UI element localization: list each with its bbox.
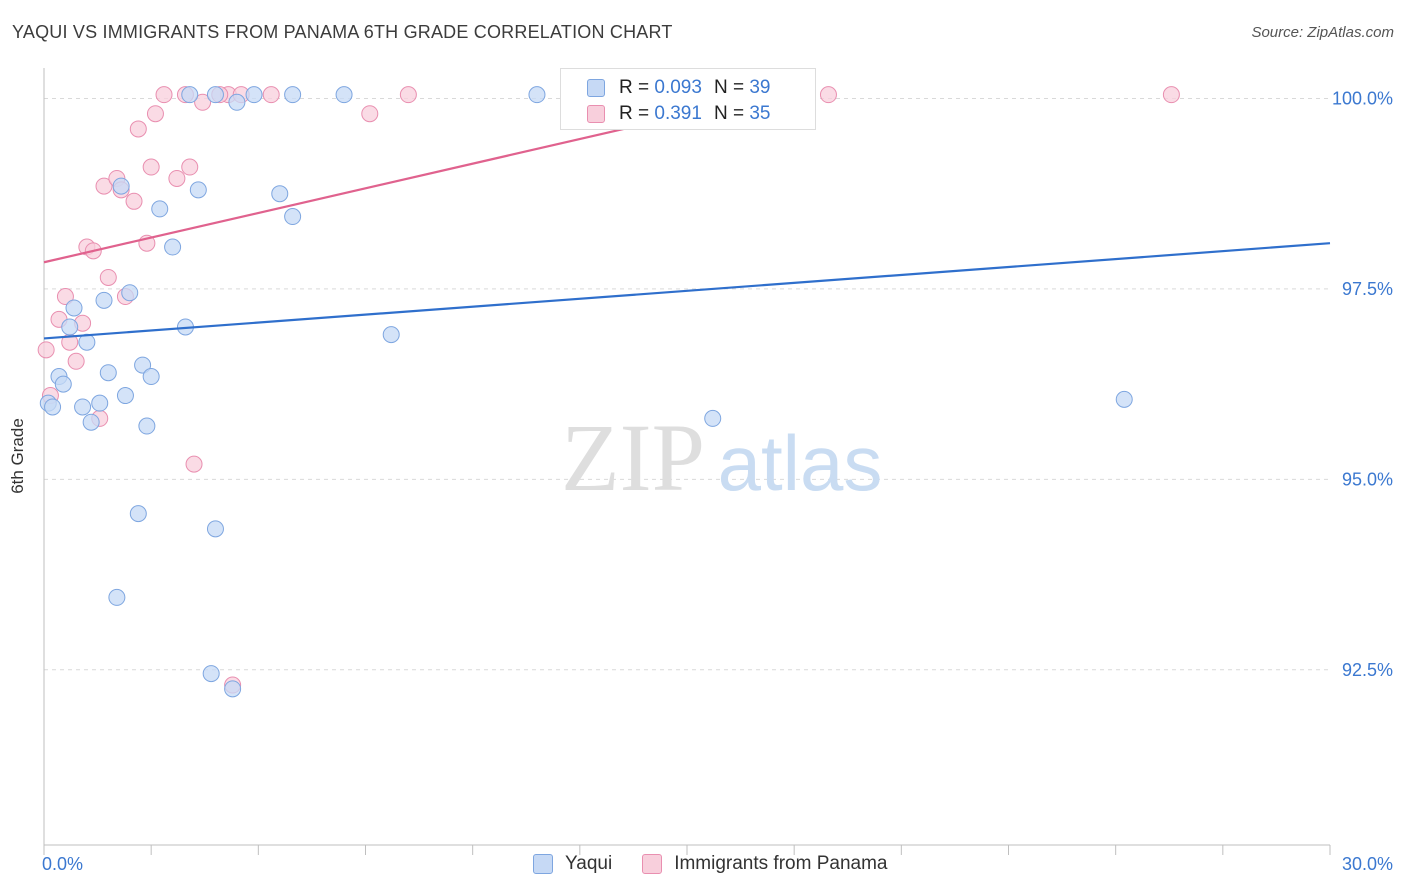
n-label: N = (713, 103, 745, 124)
panama-point (37, 341, 55, 359)
yaqui-point (228, 93, 246, 111)
y-tick-label: 100.0% (1332, 88, 1393, 108)
panama-point (67, 352, 85, 370)
yaqui-point (129, 505, 147, 523)
legend-item-yaqui[interactable]: Yaqui (533, 853, 612, 875)
yaqui-point (99, 364, 117, 382)
panama-point (194, 93, 212, 111)
x-tick-label: 0.0% (42, 854, 83, 874)
legend-row-yaqui: R = 0.093 N = 39 (587, 76, 770, 100)
yaqui-point (202, 665, 220, 683)
legend-swatch-yaqui (587, 79, 605, 97)
panama-point (262, 86, 280, 104)
yaqui-point (164, 238, 182, 256)
grid-lines (44, 97, 1330, 671)
yaqui-point (121, 284, 139, 302)
yaqui-point (189, 181, 207, 199)
series-legend: Yaqui Immigrants from Panama (533, 852, 917, 876)
axes (43, 68, 1331, 855)
panama-point (181, 158, 199, 176)
chart-title: YAQUI VS IMMIGRANTS FROM PANAMA 6TH GRAD… (12, 22, 673, 42)
yaqui-point (74, 398, 92, 416)
source-credit: Source: ZipAtlas.com (1251, 24, 1394, 41)
y-tick-label: 97.5% (1342, 279, 1393, 299)
yaqui-point (91, 394, 109, 412)
legend-row-panama: R = 0.391 N = 35 (587, 102, 770, 126)
stats-legend: R = 0.093 N = 39 R = 0.391 N = 35 (560, 68, 816, 130)
yaqui-point (245, 86, 263, 104)
yaqui-point (82, 413, 100, 431)
panama-point (142, 158, 160, 176)
n-value: 35 (749, 103, 771, 124)
yaqui-point (142, 368, 160, 386)
yaqui-point (116, 387, 134, 405)
yaqui-point (61, 318, 79, 336)
legend-swatch-panama (642, 854, 663, 874)
panama-point (1162, 86, 1180, 104)
legend-swatch-panama (587, 105, 605, 123)
yaqui-point (44, 398, 62, 416)
yaqui-point (284, 86, 302, 104)
series-panama-points (37, 86, 1180, 694)
yaqui-point (1115, 390, 1133, 408)
panama-point (361, 105, 379, 123)
yaqui-point (95, 291, 113, 309)
n-label: N = (713, 77, 745, 98)
yaqui-point (108, 588, 126, 606)
watermark-zip: ZIP (561, 404, 705, 511)
panama-point (185, 455, 203, 473)
yaqui-point (206, 520, 224, 538)
yaqui-point (134, 356, 152, 374)
panama-point (146, 105, 164, 123)
legend-item-panama[interactable]: Immigrants from Panama (642, 853, 887, 875)
panama-point (129, 120, 147, 138)
trend-lines (43, 93, 1331, 340)
panama-point (399, 86, 417, 104)
yaqui-point (382, 326, 400, 344)
yaqui-point (138, 417, 156, 435)
yaqui-point (284, 208, 302, 226)
panama-point (155, 86, 173, 104)
r-label: R = (619, 103, 650, 124)
yaqui-point (271, 185, 289, 203)
yaqui-point (704, 409, 722, 427)
yaqui-point (206, 86, 224, 104)
r-label: R = (619, 77, 650, 98)
x-tick-label: 30.0% (1342, 854, 1393, 874)
y-tick-label: 92.5% (1342, 660, 1393, 680)
r-value: 0.391 (654, 103, 702, 124)
panama-point (99, 268, 117, 286)
yaqui-trend-line (43, 242, 1331, 340)
n-value: 39 (749, 77, 771, 98)
yaqui-point (224, 680, 242, 698)
tick-labels: 100.0% 97.5% 95.0% 92.5% 0.0% 30.0% (42, 88, 1393, 874)
y-tick-label: 95.0% (1342, 469, 1393, 489)
legend-label-panama: Immigrants from Panama (674, 853, 888, 874)
yaqui-point (528, 86, 546, 104)
legend-swatch-yaqui (533, 854, 553, 874)
panama-point (819, 86, 837, 104)
panama-point (95, 177, 113, 195)
yaqui-point (335, 86, 353, 104)
panama-point (125, 192, 143, 210)
r-value: 0.093 (654, 77, 702, 98)
yaqui-point (54, 375, 72, 393)
yaqui-point (151, 200, 169, 218)
legend-label-yaqui: Yaqui (565, 853, 613, 874)
watermark-atlas: atlas (718, 419, 883, 507)
panama-point (168, 169, 186, 187)
yaqui-point (65, 299, 83, 317)
yaqui-point (112, 177, 130, 195)
series-yaqui-points (39, 86, 1133, 698)
watermark: ZIP atlas (561, 404, 882, 511)
panama-point (56, 288, 74, 306)
yaqui-point (181, 86, 199, 104)
